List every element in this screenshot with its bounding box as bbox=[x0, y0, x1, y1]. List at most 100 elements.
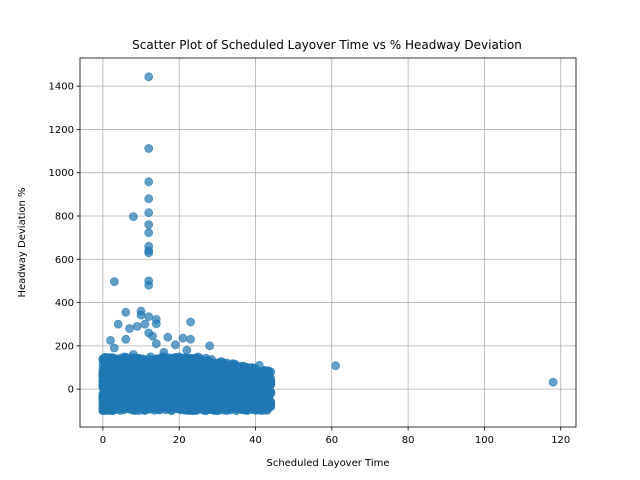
scatter-point bbox=[132, 321, 142, 331]
scatter-point bbox=[144, 208, 154, 218]
scatter-point bbox=[212, 361, 222, 371]
scatter-point bbox=[230, 371, 239, 381]
scatter-point bbox=[144, 228, 154, 238]
y-tick-label: 600 bbox=[55, 255, 74, 266]
y-tick-label: 400 bbox=[55, 298, 74, 309]
scatter-point bbox=[151, 339, 161, 349]
scatter-point bbox=[176, 358, 186, 368]
scatter-point bbox=[205, 388, 215, 398]
scatter-point bbox=[138, 354, 148, 364]
scatter-point bbox=[216, 382, 226, 392]
scatter-point bbox=[106, 335, 115, 345]
scatter-point bbox=[136, 310, 146, 320]
x-tick-label: 120 bbox=[551, 435, 570, 446]
scatter-point bbox=[121, 307, 131, 317]
scatter-point bbox=[201, 399, 211, 409]
x-tick-label: 80 bbox=[402, 435, 415, 446]
scatter-point bbox=[149, 364, 159, 374]
scatter-point bbox=[144, 72, 154, 82]
scatter-point bbox=[205, 341, 215, 351]
y-tick-label: 200 bbox=[55, 341, 74, 352]
scatter-point bbox=[216, 404, 226, 414]
scatter-point bbox=[144, 248, 154, 258]
scatter-point bbox=[216, 395, 226, 405]
x-tick-label: 20 bbox=[173, 435, 186, 446]
x-tick-label: 100 bbox=[475, 435, 494, 446]
scatter-point bbox=[266, 380, 276, 390]
scatter-point bbox=[231, 382, 241, 392]
y-tick-label: 1400 bbox=[49, 82, 74, 93]
scatter-point bbox=[144, 220, 154, 230]
scatter-point bbox=[159, 347, 169, 357]
scatter-point bbox=[161, 382, 171, 392]
scatter-point bbox=[138, 400, 148, 410]
scatter-point bbox=[167, 402, 177, 412]
scatter-point bbox=[548, 377, 558, 387]
chart-title: Scatter Plot of Scheduled Layover Time v… bbox=[132, 38, 522, 52]
scatter-point bbox=[167, 376, 177, 386]
scatter-point bbox=[119, 386, 129, 396]
y-tick-label: 1000 bbox=[49, 168, 74, 179]
scatter-point bbox=[193, 382, 203, 392]
scatter-point bbox=[148, 331, 157, 341]
scatter-point bbox=[148, 386, 157, 396]
scatter-point bbox=[241, 401, 251, 411]
y-tick-label: 0 bbox=[68, 385, 74, 396]
scatter-point bbox=[128, 212, 138, 222]
y-axis-label: Headway Deviation % bbox=[17, 187, 28, 297]
scatter-point bbox=[144, 177, 154, 187]
scatter-point bbox=[193, 390, 203, 400]
scatter-point bbox=[245, 376, 255, 386]
x-tick-label: 60 bbox=[325, 435, 338, 446]
scatter-point bbox=[151, 393, 161, 403]
scatter-point bbox=[254, 360, 264, 370]
y-tick-label: 800 bbox=[55, 211, 74, 222]
scatter-point bbox=[182, 345, 192, 355]
scatter-point bbox=[331, 361, 341, 371]
points-layer bbox=[98, 72, 558, 416]
scatter-point bbox=[123, 380, 133, 389]
scatter-point bbox=[125, 324, 135, 333]
scatter-point bbox=[190, 401, 199, 410]
scatter-point bbox=[146, 352, 156, 362]
scatter-point bbox=[182, 364, 192, 374]
scatter-point bbox=[178, 333, 188, 343]
x-axis-label: Scheduled Layover Time bbox=[266, 458, 389, 469]
plot-frame bbox=[79, 57, 577, 428]
scatter-point bbox=[121, 334, 131, 344]
scatter-point bbox=[111, 371, 121, 381]
x-tick-label: 40 bbox=[249, 435, 262, 446]
scatter-point bbox=[140, 368, 150, 378]
scatter-point bbox=[170, 340, 180, 350]
scatter-point bbox=[100, 387, 110, 397]
scatter-point bbox=[113, 402, 123, 412]
scatter-point bbox=[106, 377, 115, 387]
scatter-point bbox=[180, 403, 190, 413]
scatter-point bbox=[224, 360, 234, 370]
scatter-point bbox=[128, 350, 138, 359]
scatter-point bbox=[235, 394, 245, 404]
scatter-point bbox=[216, 370, 226, 380]
scatter-point bbox=[106, 366, 115, 376]
scatter-point bbox=[151, 319, 161, 329]
grid-layer bbox=[80, 58, 576, 427]
scatter-point bbox=[174, 369, 184, 379]
scatter-point bbox=[144, 280, 154, 290]
scatter-point bbox=[100, 402, 110, 412]
scatter-point bbox=[243, 364, 253, 374]
scatter-point bbox=[144, 194, 154, 204]
scatter-point bbox=[231, 360, 241, 370]
x-tick-label: 0 bbox=[100, 435, 106, 446]
y-tick-label: 1200 bbox=[49, 125, 74, 136]
scatter-point bbox=[163, 359, 173, 369]
scatter-point bbox=[172, 389, 182, 399]
scatter-point bbox=[241, 388, 251, 398]
scatter-point bbox=[111, 357, 121, 366]
scatter-point bbox=[130, 367, 140, 377]
scatter-point bbox=[262, 393, 272, 403]
scatter-point bbox=[186, 317, 196, 327]
